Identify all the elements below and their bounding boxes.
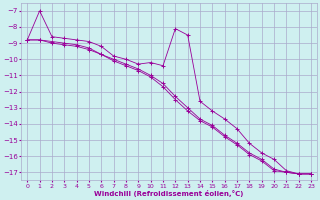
X-axis label: Windchill (Refroidissement éolien,°C): Windchill (Refroidissement éolien,°C) <box>94 190 244 197</box>
